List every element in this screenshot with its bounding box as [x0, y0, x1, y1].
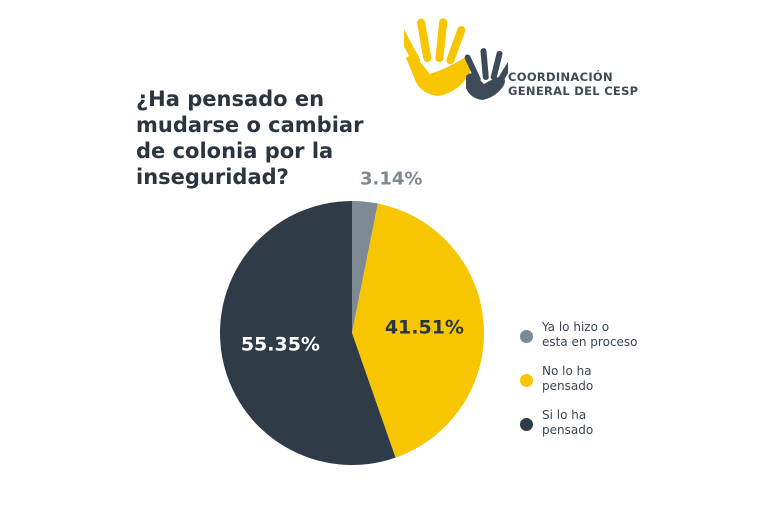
- legend-label-si-lo-ha-pensado: Si lo ha pensado: [542, 408, 662, 438]
- data-label-ya-lo-hizo: 3.14%: [360, 169, 422, 190]
- chart-title-line-3: de colonia por la: [136, 139, 334, 163]
- org-name-line-2: GENERAL DEL CESP: [508, 84, 639, 98]
- legend-label-line: esta en proceso: [542, 335, 638, 349]
- chart-title: ¿Ha pensado en mudarse o cambiar de colo…: [136, 86, 386, 190]
- yellow-hand-icon: [404, 18, 472, 96]
- legend-swatch-si-lo-ha-pensado: [520, 418, 533, 431]
- legend-label-ya-lo-hizo: Ya lo hizo o esta en proceso: [542, 320, 662, 350]
- chart-title-line-4: inseguridad?: [136, 165, 289, 189]
- legend-label-no-lo-ha-pensado: No lo ha pensado: [542, 364, 662, 394]
- org-name: COORDINACIÓN GENERAL DEL CESP: [508, 70, 638, 98]
- org-name-line-1: COORDINACIÓN: [508, 70, 613, 84]
- dark-hand-icon: [464, 48, 508, 100]
- legend-item-ya-lo-hizo: Ya lo hizo o esta en proceso: [520, 320, 662, 364]
- chart-legend: Ya lo hizo o esta en proceso No lo ha pe…: [520, 320, 662, 452]
- hands-logo-icon: [404, 18, 508, 100]
- chart-title-line-2: mudarse o cambiar: [136, 113, 364, 137]
- legend-label-line: No lo ha: [542, 364, 592, 378]
- legend-label-line: pensado: [542, 423, 594, 437]
- legend-label-line: Ya lo hizo o: [542, 320, 610, 334]
- legend-item-no-lo-ha-pensado: No lo ha pensado: [520, 364, 662, 408]
- legend-item-si-lo-ha-pensado: Si lo ha pensado: [520, 408, 662, 452]
- pie-slice-si-lo-ha-pensado: [219, 201, 396, 465]
- legend-swatch-ya-lo-hizo: [520, 330, 533, 343]
- legend-label-line: Si lo ha: [542, 408, 587, 422]
- data-label-si-lo-ha-pensado: 55.35%: [241, 334, 320, 356]
- data-label-no-lo-ha-pensado: 41.51%: [385, 317, 464, 339]
- cesp-logo: COORDINACIÓN GENERAL DEL CESP: [404, 18, 644, 102]
- pie-slice-no-lo-ha-pensado: [352, 203, 484, 458]
- pie-slice-ya-lo-hizo: [352, 201, 378, 333]
- legend-swatch-no-lo-ha-pensado: [520, 374, 533, 387]
- chart-title-line-1: ¿Ha pensado en: [136, 87, 325, 111]
- legend-label-line: pensado: [542, 379, 594, 393]
